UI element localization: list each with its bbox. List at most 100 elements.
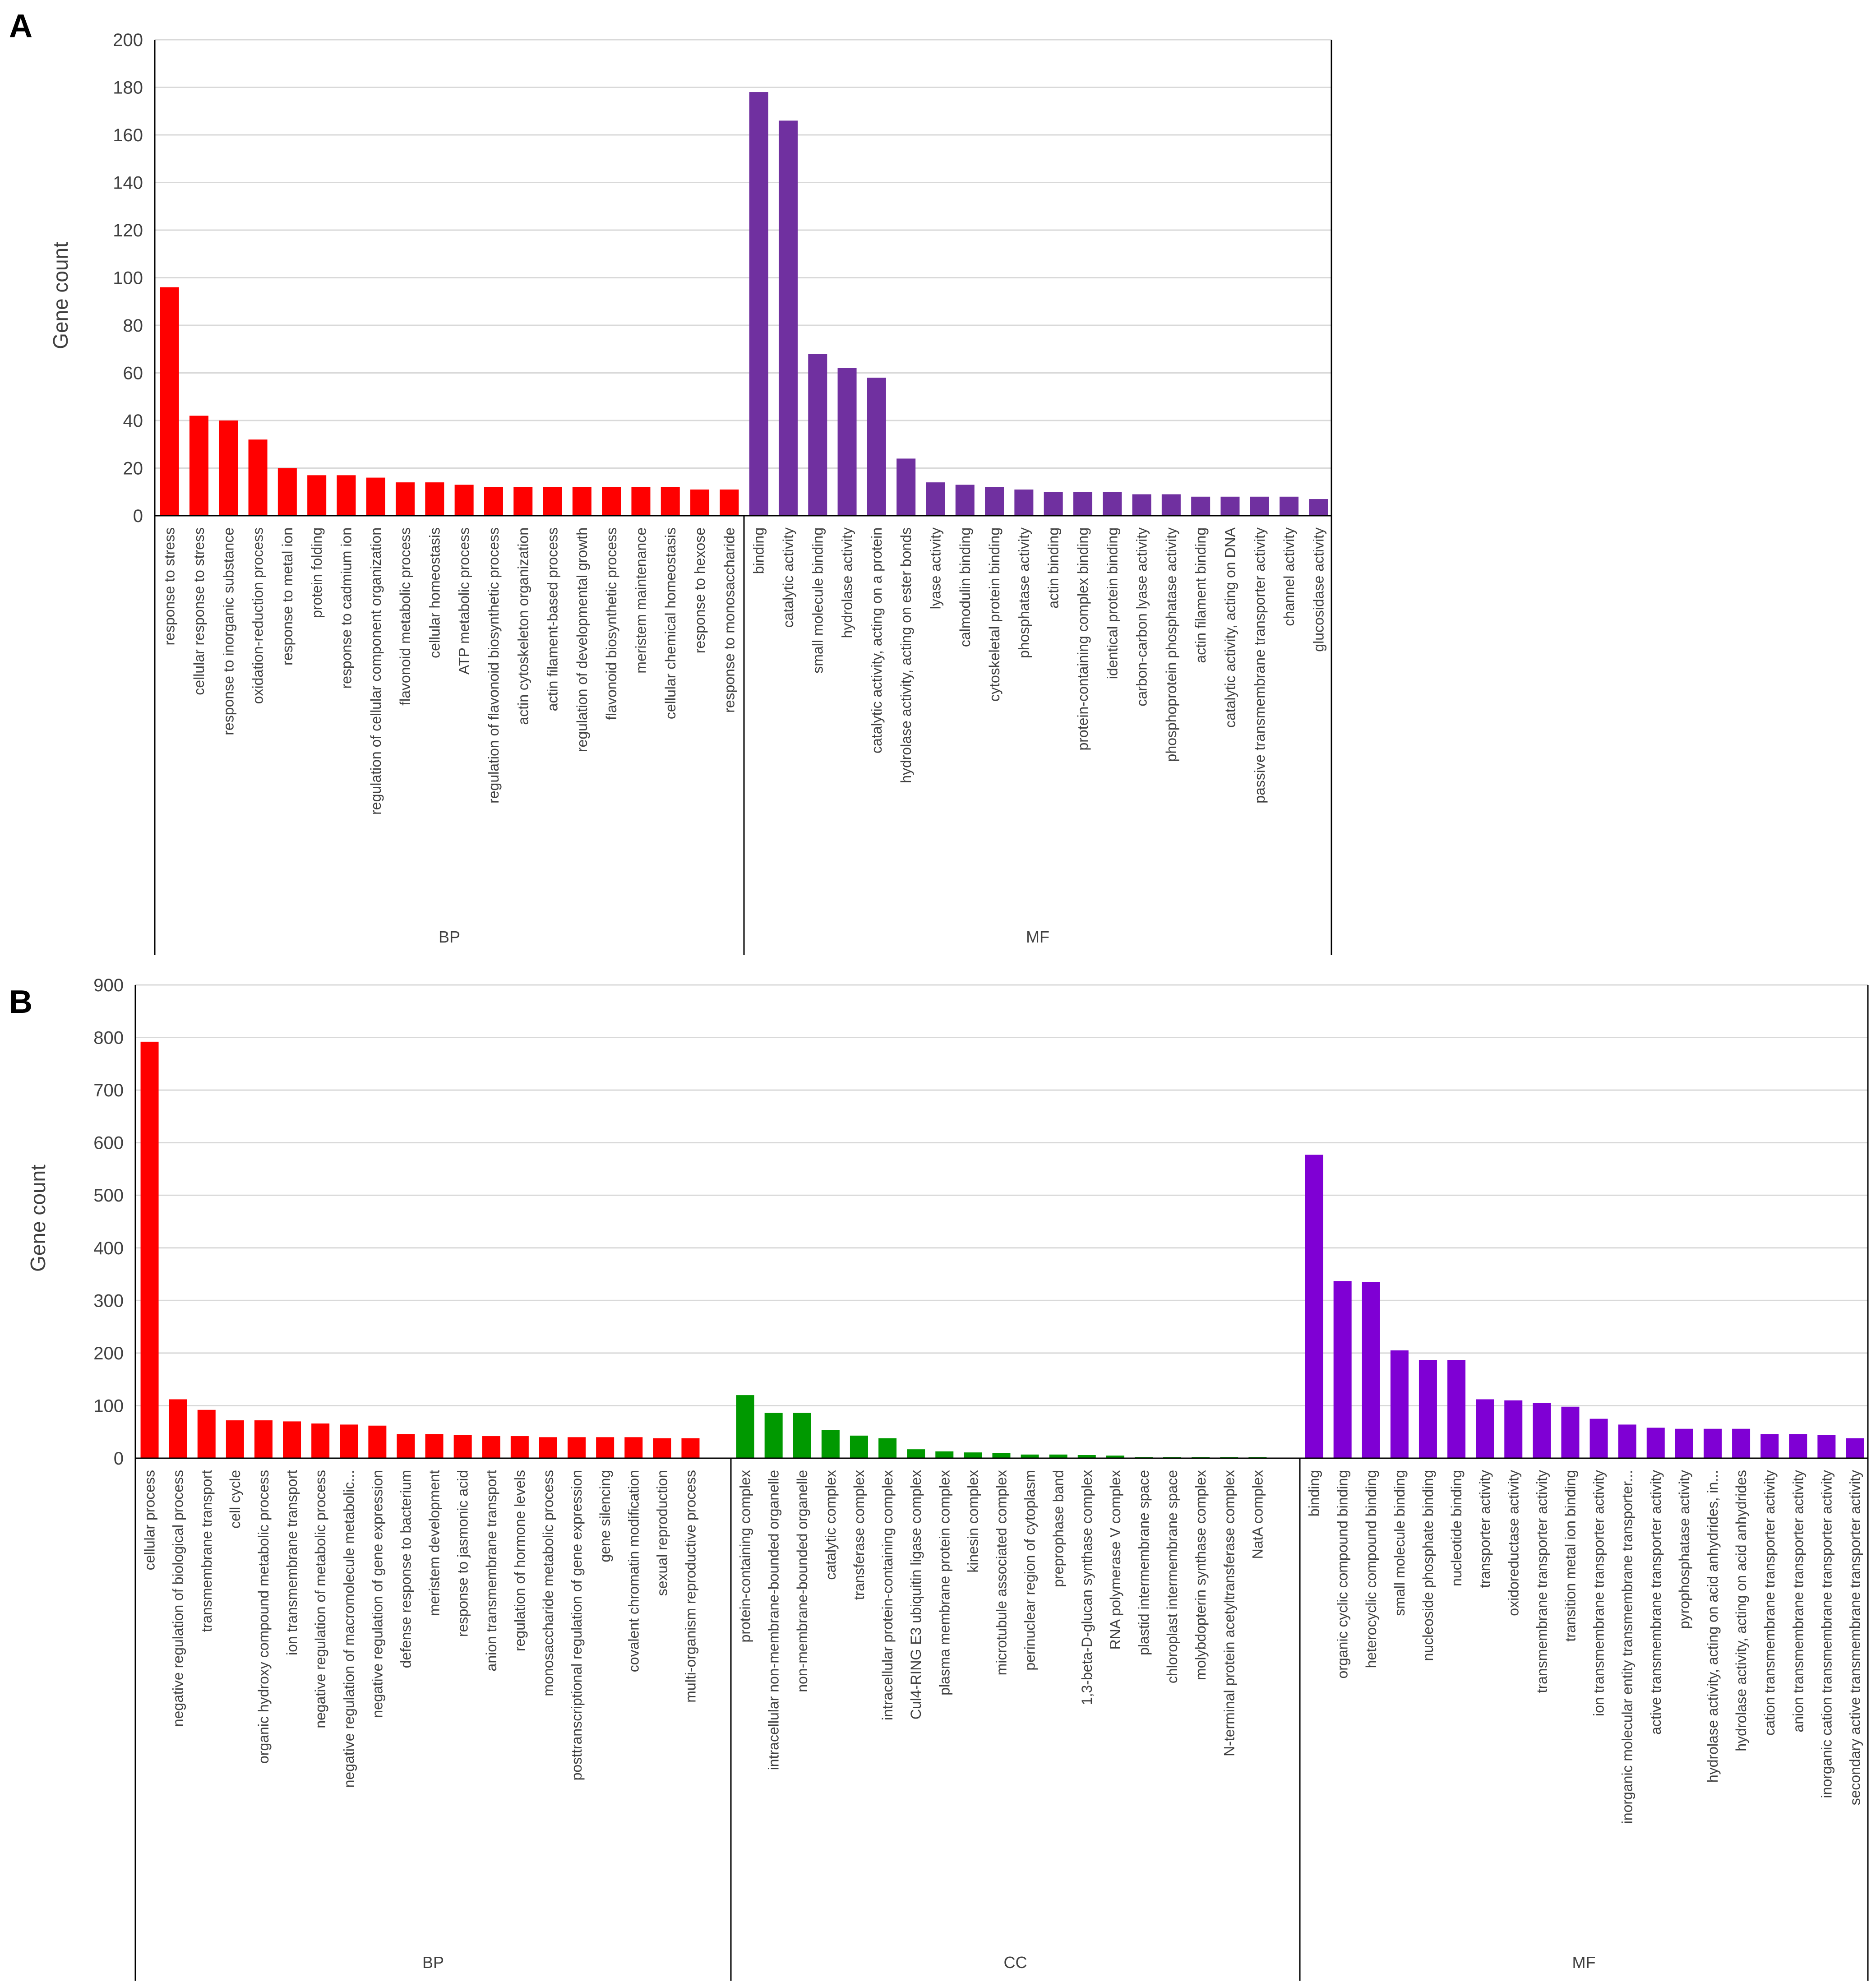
panel-b-y-tick-label: 700 — [93, 1081, 124, 1100]
x-tick-label: multi-organism reproductive process — [682, 1470, 698, 1703]
x-tick-label: chloroplast intermembrane space — [1164, 1470, 1180, 1683]
panel-b-axes — [134, 985, 1869, 1981]
x-tick-label: hydrolase activity — [839, 527, 855, 638]
panel-a-y-tick-label: 200 — [113, 30, 143, 50]
bar-bp-14 — [543, 487, 562, 516]
bar-bp-20 — [681, 1438, 700, 1458]
panel-a-group-labels: BP MF — [439, 928, 1049, 946]
x-tick-label: cytoskeletal protein binding — [986, 527, 1003, 702]
bar-mf-19 — [1817, 1435, 1836, 1458]
bar-bp-11 — [425, 1434, 444, 1458]
bar-mf-17 — [1760, 1434, 1779, 1458]
bar-mf-16 — [1191, 496, 1211, 516]
x-tick-label: ion transmembrane transporter activity — [1591, 1470, 1607, 1716]
panel-a-bars — [160, 92, 1328, 516]
x-tick-label: RNA polymerase V complex — [1107, 1470, 1123, 1650]
x-tick-label: defense response to bacterium — [397, 1470, 414, 1668]
bar-bp-11 — [454, 485, 474, 516]
x-tick-label: secondary active transmembrane transport… — [1847, 1470, 1863, 1805]
x-tick-label: negative regulation of macromolecule met… — [341, 1470, 357, 1788]
x-tick-label: transition metal ion binding — [1562, 1470, 1578, 1642]
bar-mf-6 — [896, 458, 916, 516]
bar-bp-9 — [396, 482, 415, 516]
panel-a-gridlines — [155, 39, 1331, 469]
bar-bp-7 — [337, 475, 356, 516]
x-tick-label: catalytic activity, acting on DNA — [1222, 527, 1238, 728]
panel-a-y-axis-title: Gene count — [49, 242, 72, 349]
bar-bp-12 — [453, 1435, 472, 1458]
x-tick-label: channel activity — [1281, 527, 1297, 626]
x-tick-label: NatA complex — [1249, 1470, 1266, 1559]
bar-bp-3 — [197, 1409, 216, 1458]
x-tick-label: catalytic activity — [780, 527, 796, 628]
x-tick-label: catalytic complex — [822, 1470, 839, 1580]
x-tick-label: transmembrane transport — [199, 1470, 215, 1632]
bar-bp-3 — [219, 421, 238, 516]
bar-bp-20 — [720, 489, 739, 516]
x-tick-label: transporter activity — [1477, 1470, 1493, 1588]
x-tick-label: carbon-carbon lyase activity — [1134, 527, 1150, 707]
bar-mf-6 — [1447, 1360, 1466, 1458]
panel-a-y-tick-label: 160 — [113, 125, 143, 145]
bar-bp-18 — [661, 487, 680, 516]
x-tick-label: organic cyclic compound binding — [1335, 1470, 1351, 1678]
panel-b-y-axis-title: Gene count — [26, 1164, 50, 1272]
x-tick-label: pyrophosphatase activity — [1676, 1470, 1692, 1629]
x-tick-label: regulation of developmental growth — [574, 527, 590, 752]
panel-b-gridlines — [135, 984, 1868, 1406]
panel-b-y-tick-label: 400 — [93, 1238, 124, 1258]
x-tick-label: response to inorganic substance — [220, 527, 236, 735]
bar-mf-10 — [1014, 489, 1034, 516]
x-tick-label: identical protein binding — [1104, 527, 1120, 679]
group-label-bp: BP — [422, 1953, 444, 1972]
x-tick-label: cell cycle — [227, 1470, 243, 1529]
x-tick-label: cellular response to stress — [191, 527, 207, 695]
group-label-bp: BP — [439, 928, 460, 946]
bar-bp-15 — [572, 487, 591, 516]
bar-mf-4 — [837, 368, 857, 516]
bar-bp-6 — [307, 475, 327, 516]
bar-mf-9 — [1533, 1403, 1551, 1458]
x-tick-label: response to monosaccharide — [721, 527, 737, 713]
bar-mf-16 — [1732, 1428, 1751, 1458]
x-tick-label: inorganic molecular entity transmembrane… — [1619, 1470, 1636, 1824]
x-tick-label: actin filament binding — [1192, 527, 1209, 663]
x-tick-label: hydrolase activity, acting on acid anhyd… — [1705, 1470, 1721, 1783]
bar-mf-12 — [1073, 492, 1092, 516]
x-tick-label: kinesin complex — [965, 1470, 981, 1573]
bar-mf-11 — [1590, 1419, 1608, 1458]
bar-mf-5 — [867, 378, 886, 516]
panel-a-y-tick-label: 80 — [123, 316, 143, 336]
x-tick-label: hydrolase activity, acting on acid anhyd… — [1733, 1470, 1749, 1751]
x-tick-label: response to metal ion — [279, 527, 296, 665]
x-tick-label: ATP metabolic process — [456, 527, 472, 675]
x-tick-label: lyase activity — [927, 527, 943, 609]
bar-mf-4 — [1390, 1350, 1409, 1458]
bar-mf-12 — [1618, 1424, 1636, 1458]
bar-bp-2 — [169, 1399, 187, 1458]
bar-cc-7 — [907, 1449, 925, 1458]
x-tick-label: response to jasmonic acid — [455, 1470, 471, 1637]
x-tick-label: transferase complex — [851, 1470, 867, 1600]
x-tick-label: protein folding — [309, 527, 325, 618]
bar-bp-19 — [690, 489, 710, 516]
x-tick-label: cellular chemical homeostasis — [662, 527, 679, 719]
x-tick-label: cation transmembrane transporter activit… — [1761, 1470, 1778, 1736]
bar-bp-9 — [368, 1425, 387, 1458]
bar-bp-7 — [311, 1423, 330, 1458]
x-tick-label: oxidation-reduction process — [250, 527, 266, 704]
panel-a-y-tick-label: 40 — [123, 411, 143, 431]
x-tick-label: intracellular non-membrane-bounded organ… — [766, 1470, 782, 1770]
x-tick-label: inorganic cation transmembrane transport… — [1818, 1470, 1834, 1798]
x-tick-label: cellular homeostasis — [426, 527, 443, 658]
x-tick-label: binding — [1306, 1470, 1322, 1516]
bar-mf-20 — [1309, 499, 1328, 516]
x-tick-label: transmembrane transporter activity — [1534, 1470, 1550, 1693]
bar-bp-15 — [539, 1437, 557, 1458]
x-tick-label: N-terminal protein acetyltransferase com… — [1221, 1470, 1237, 1756]
bar-cc-4 — [821, 1430, 840, 1458]
bar-mf-19 — [1280, 496, 1299, 516]
bar-cc-8 — [935, 1451, 954, 1458]
bar-bp-4 — [226, 1420, 244, 1458]
